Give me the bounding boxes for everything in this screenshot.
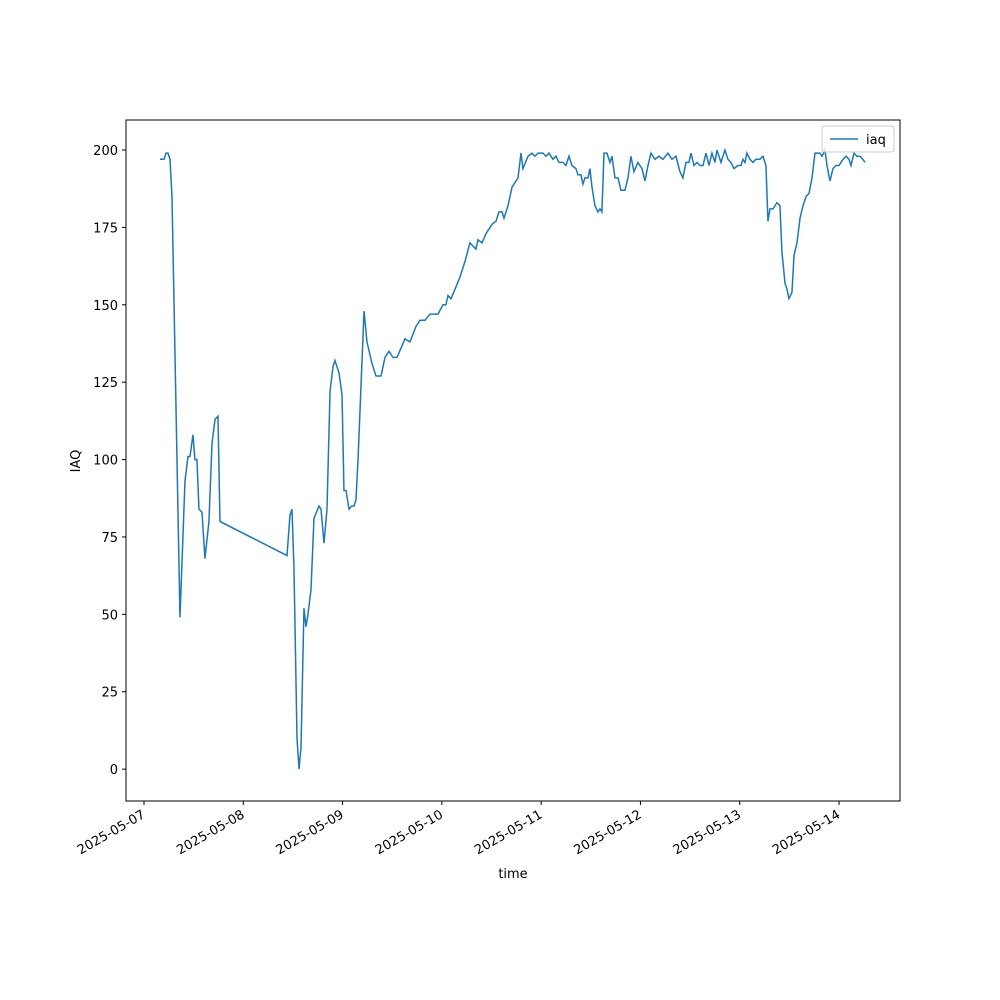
y-tick-label: 125 xyxy=(93,376,118,391)
y-tick-label: 200 xyxy=(93,144,118,159)
y-tick-label: 25 xyxy=(101,686,118,701)
y-tick-label: 50 xyxy=(101,608,118,623)
x-tick-label: 2025-05-07 xyxy=(75,807,148,858)
x-tick-label: 2025-05-11 xyxy=(472,807,545,858)
legend-label: iaq xyxy=(866,133,886,148)
x-tick-label: 2025-05-14 xyxy=(770,807,843,858)
x-tick-label: 2025-05-13 xyxy=(671,807,744,858)
y-tick-label: 75 xyxy=(101,531,118,546)
x-tick-label: 2025-05-08 xyxy=(174,807,247,858)
x-tick-label: 2025-05-09 xyxy=(274,807,347,858)
x-tick-label: 2025-05-10 xyxy=(373,807,446,858)
y-tick-label: 175 xyxy=(93,221,118,236)
data-line xyxy=(159,147,866,770)
y-tick-label: 0 xyxy=(110,763,118,778)
y-axis-label: IAQ xyxy=(69,450,84,473)
x-axis-label: time xyxy=(498,867,527,882)
x-tick-label: 2025-05-12 xyxy=(572,807,645,858)
plot-frame xyxy=(125,119,901,802)
y-tick-label: 150 xyxy=(93,299,118,314)
y-tick-label: 100 xyxy=(93,454,118,469)
